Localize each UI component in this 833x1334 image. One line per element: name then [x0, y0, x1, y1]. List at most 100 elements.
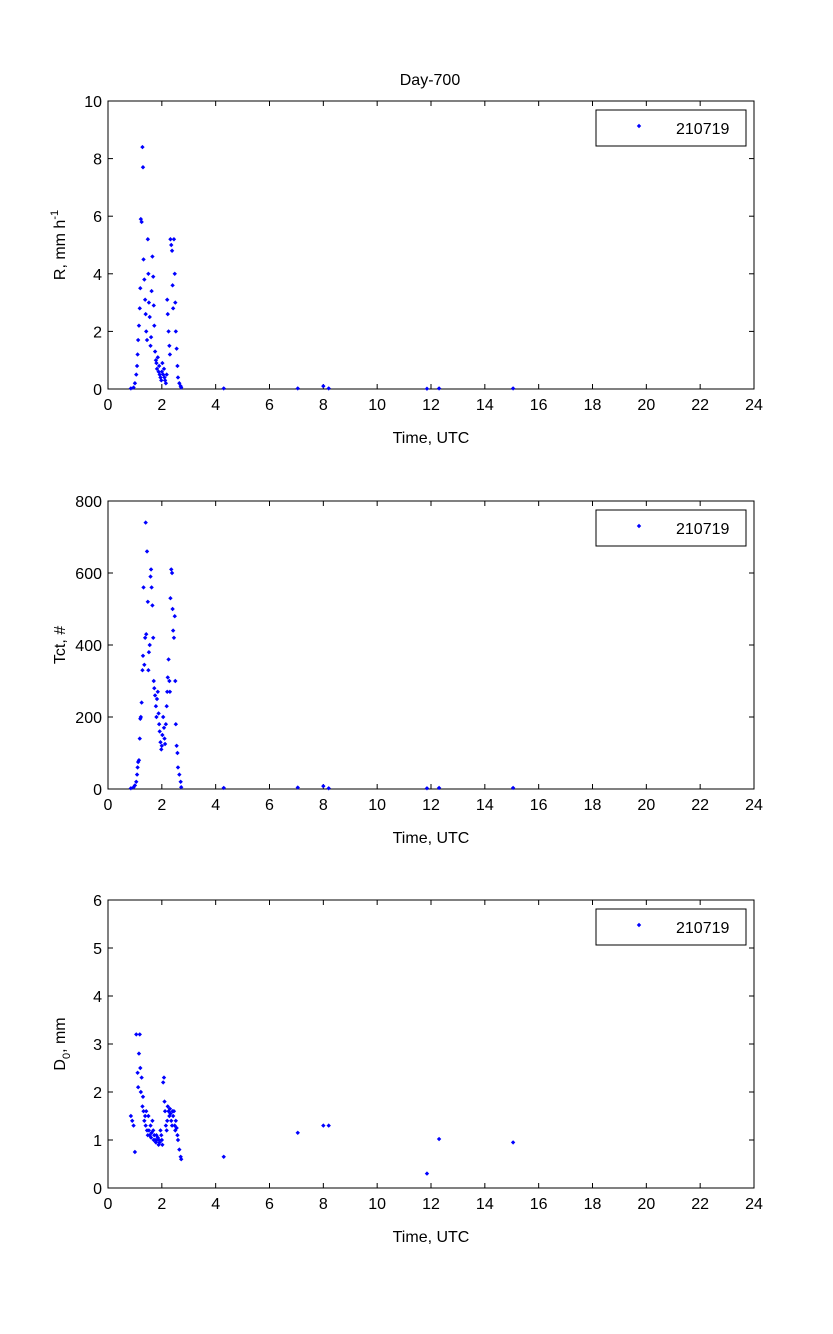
x-tick-label: 18 [584, 1196, 602, 1213]
data-point [131, 785, 136, 790]
data-point [173, 329, 179, 334]
data-point [138, 1089, 144, 1095]
data-point [138, 714, 144, 720]
legend: 210719 [595, 109, 747, 147]
y-tick-label: 800 [75, 494, 102, 511]
data-point [142, 297, 148, 302]
data-point [160, 1080, 166, 1085]
x-tick-label: 4 [211, 797, 220, 814]
data-point [177, 772, 182, 777]
data-point [135, 337, 141, 343]
data-point [135, 1085, 141, 1090]
data-point [179, 785, 184, 790]
data-point [510, 1140, 516, 1145]
data-point [159, 747, 164, 752]
legend-label: 210719 [676, 121, 729, 138]
data-point [151, 303, 156, 308]
data-point [424, 786, 430, 791]
data-point [172, 1123, 177, 1128]
data-point [150, 1118, 155, 1123]
data-point [137, 736, 142, 741]
data-point [157, 1140, 162, 1145]
data-point [163, 381, 169, 386]
data-point [510, 785, 516, 791]
data-point [168, 237, 173, 242]
data-point [163, 1123, 169, 1128]
x-tick-label: 20 [637, 397, 655, 414]
data-point [160, 732, 165, 738]
data-point [151, 678, 156, 684]
data-point [164, 372, 169, 377]
data-point [140, 1104, 145, 1109]
data-point [177, 381, 182, 386]
data-point [142, 662, 147, 667]
data-point [158, 740, 163, 745]
x-tick-label: 24 [745, 797, 763, 814]
data-point [154, 360, 159, 366]
legend-label: 210719 [676, 521, 729, 538]
data-point [148, 1123, 153, 1128]
legend-label: 210719 [676, 920, 729, 937]
data-point [136, 758, 142, 763]
x-tick-label: 2 [157, 397, 166, 414]
data-point [174, 743, 179, 748]
data-point [155, 689, 160, 694]
data-point [167, 352, 173, 357]
y-tick-label: 2 [93, 1085, 102, 1102]
data-point [153, 358, 159, 363]
data-point [173, 1128, 178, 1133]
x-tick-label: 10 [368, 1196, 386, 1213]
data-point [295, 1130, 300, 1135]
data-point [149, 288, 154, 294]
data-point [424, 386, 430, 391]
data-point [166, 657, 171, 662]
data-point [132, 1149, 138, 1155]
x-tick-label: 0 [104, 1196, 113, 1213]
data-point [134, 772, 140, 777]
data-point [138, 716, 143, 721]
data-point [140, 1094, 146, 1099]
data-point [170, 628, 176, 633]
data-point [155, 355, 160, 360]
data-point [168, 596, 173, 601]
y-tick-label: 600 [75, 566, 102, 583]
x-tick-label: 0 [104, 797, 113, 814]
x-tick-label: 6 [265, 1196, 274, 1213]
data-point [139, 219, 144, 225]
data-point [150, 254, 155, 259]
y-tick-label: 6 [93, 893, 102, 910]
data-point [135, 352, 140, 357]
data-point [162, 741, 168, 747]
data-point [148, 574, 153, 579]
data-point [169, 570, 175, 576]
data-point [146, 668, 151, 673]
y-axis-label: R, mm h-1 [49, 210, 69, 280]
data-point [146, 271, 151, 276]
x-tick-label: 8 [319, 397, 328, 414]
y-tick-label: 0 [93, 1181, 102, 1198]
series-210719 [128, 144, 516, 391]
data-point [160, 1142, 165, 1147]
data-point [145, 599, 151, 604]
data-point [146, 1128, 152, 1133]
chart-panel-2: 0 2 4 6 8 10 12 14 16 18 20 22 240200400600800Time, … [52, 494, 763, 847]
data-point [141, 257, 146, 262]
data-point [152, 349, 158, 354]
y-tick-label: 5 [93, 941, 102, 958]
x-tick-label: 10 [368, 397, 386, 414]
y-tick-label: 4 [93, 989, 102, 1006]
data-point [161, 1075, 167, 1080]
x-tick-label: 16 [530, 1196, 548, 1213]
data-point [149, 585, 154, 590]
data-point [144, 329, 149, 334]
data-point [165, 689, 170, 694]
y-axis-label: Tct, # [52, 626, 69, 664]
x-tick-label: 10 [368, 797, 386, 814]
x-tick-label: 12 [422, 1196, 440, 1213]
series-210719 [128, 520, 516, 791]
data-point [160, 714, 166, 720]
data-point [149, 1130, 154, 1135]
data-point [169, 242, 174, 248]
y-tick-label: 4 [93, 267, 102, 284]
data-point [134, 779, 139, 784]
